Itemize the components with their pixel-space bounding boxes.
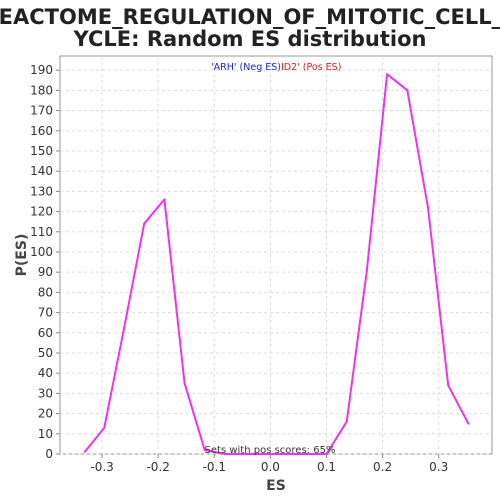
data-point (244, 453, 247, 455)
y-tick-label: 40 (38, 366, 53, 380)
data-point (386, 73, 389, 76)
y-tick-label: 140 (30, 164, 53, 178)
data-point (284, 453, 287, 455)
data-point (223, 453, 226, 455)
data-point (467, 422, 470, 425)
data-point (345, 420, 348, 423)
data-point (447, 384, 450, 387)
data-point (183, 382, 186, 385)
y-tick-label: 150 (30, 144, 53, 158)
y-tick-label: 120 (30, 205, 53, 219)
y-tick-label: 190 (30, 63, 53, 77)
data-point (143, 222, 146, 225)
chart-title-line-1: REACTOME_REGULATION_OF_MITOTIC_CELL_C (0, 5, 500, 29)
x-tick-label: -0.3 (90, 460, 113, 474)
data-point (325, 453, 328, 455)
legend-pos-label: ID2' (Pos ES) (281, 62, 341, 73)
y-tick-label: 110 (30, 225, 53, 239)
data-point (103, 426, 106, 429)
data-point (264, 453, 267, 455)
y-tick-label: 20 (38, 407, 53, 421)
data-point (203, 449, 206, 451)
y-axis-title: P(ES) (14, 234, 30, 277)
x-tick-label: 0.0 (261, 460, 280, 474)
y-tick-label: 30 (38, 386, 53, 400)
y-tick-label: 90 (38, 265, 53, 279)
x-axis-title: ES (266, 478, 286, 494)
y-tick-label: 70 (38, 306, 53, 320)
data-point (427, 206, 429, 209)
data-point (304, 453, 307, 455)
y-tick-label: 170 (30, 104, 53, 118)
data-point (163, 198, 166, 201)
grid-lines (60, 56, 492, 455)
y-axis: 0 10 20 30 40 50 60 70 80 90 100 110 120 130 140 150 160… (30, 63, 60, 461)
x-tick-label: 0.1 (317, 460, 336, 474)
x-tick-label: 0.2 (373, 460, 392, 474)
data-point (83, 451, 86, 453)
plot-area (59, 55, 493, 455)
x-tick-label: -0.1 (203, 460, 226, 474)
y-tick-label: 180 (30, 83, 53, 97)
y-tick-label: 10 (38, 427, 53, 441)
y-tick-label: 0 (45, 447, 53, 461)
y-tick-label: 130 (30, 184, 53, 198)
legend-neg-label: 'ARH' (Neg ES) (211, 62, 281, 73)
y-tick-label: 50 (38, 346, 53, 360)
y-tick-label: 100 (30, 245, 53, 259)
y-tick-label: 80 (38, 285, 53, 299)
x-axis: -0.3 -0.2 -0.1 0.0 0.1 0.2 0.3 (90, 454, 448, 474)
series-layer (83, 73, 470, 455)
series-line (83, 73, 470, 455)
x-tick-label: -0.2 (146, 460, 169, 474)
y-tick-label: 160 (30, 124, 53, 138)
data-point (123, 327, 125, 330)
x-tick-label: 0.3 (429, 460, 448, 474)
pos-scores-annotation: Sets with pos scores: 65% (205, 445, 336, 456)
data-point (365, 269, 368, 272)
y-tick-label: 60 (38, 326, 53, 340)
data-point (406, 89, 409, 92)
chart-title-line-2: YCLE: Random ES distribution (73, 27, 427, 51)
